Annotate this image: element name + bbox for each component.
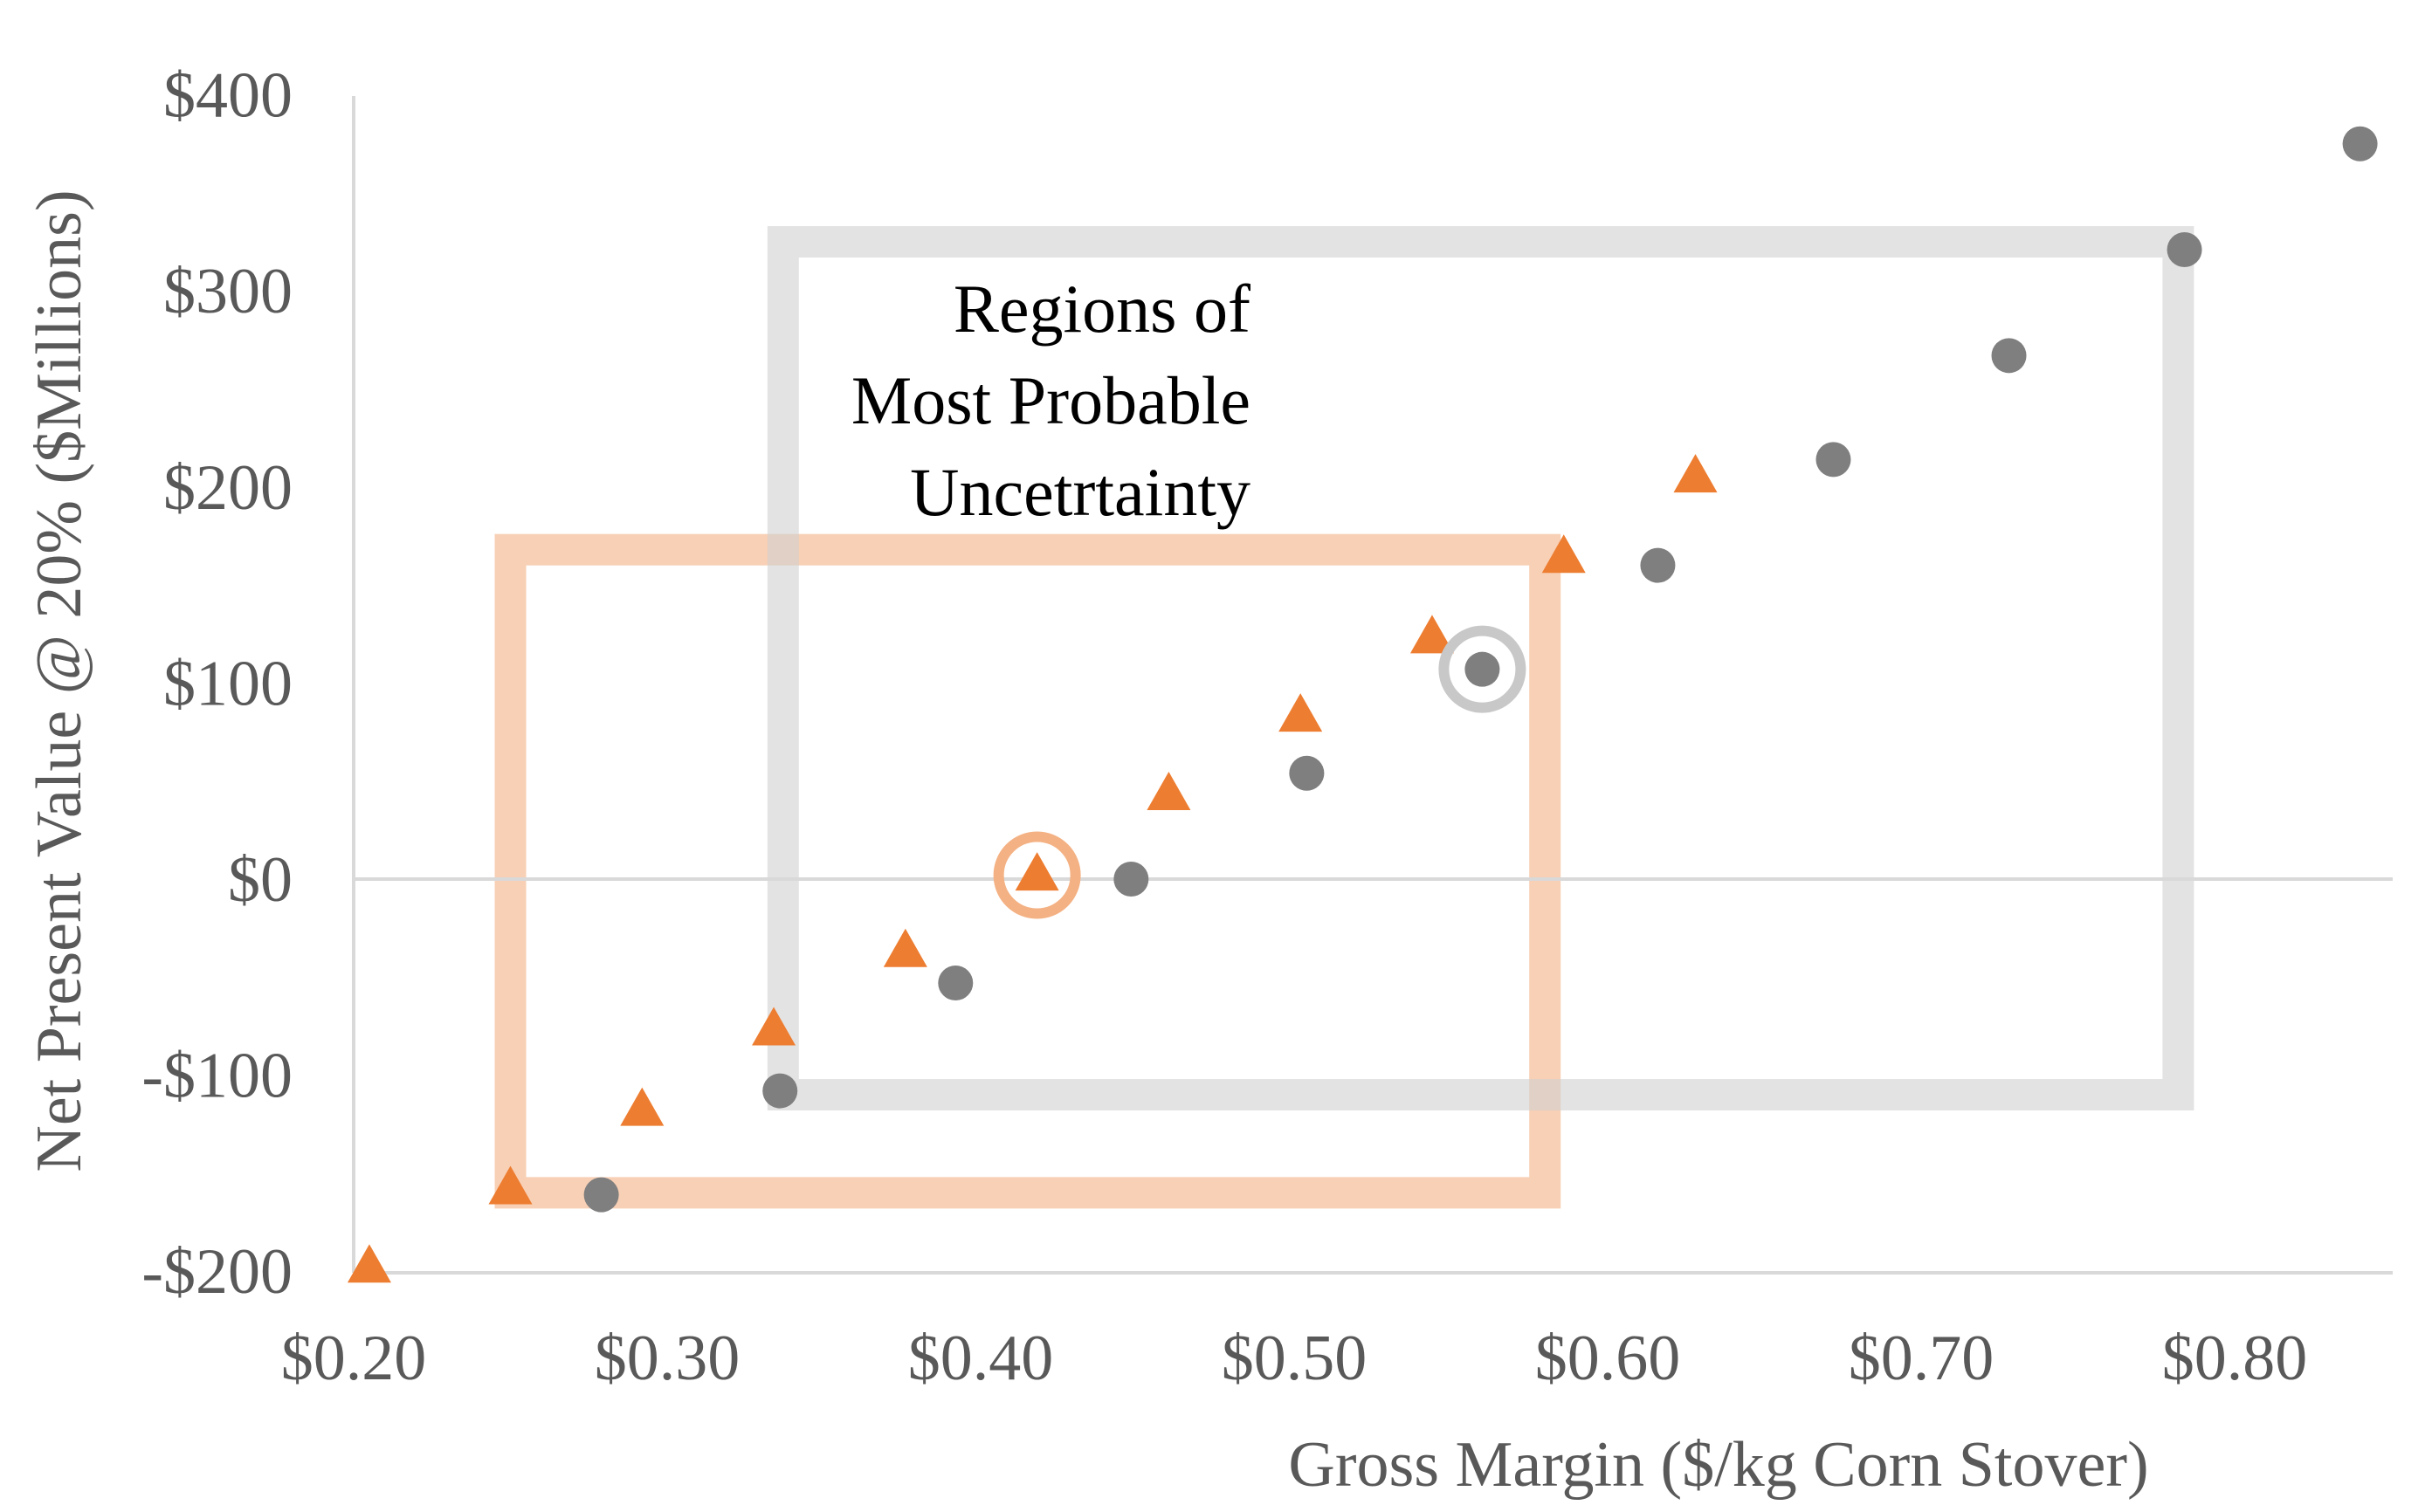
- highlight-rings: [993, 625, 1526, 919]
- triangle-point: [1541, 534, 1586, 574]
- region-annotation: Regions of Most Probable Uncetrtainty: [851, 271, 1250, 530]
- y-axis-title: Net Present Value @ 20% ($Millions): [24, 189, 95, 1172]
- x-tick-label: $0.70: [1849, 1323, 1995, 1394]
- circle-point: [1815, 442, 1851, 478]
- triangle-point: [752, 1007, 796, 1046]
- triangle-point: [1409, 615, 1454, 654]
- circle-point: [583, 1177, 619, 1213]
- x-axis-title: Gross Margin ($/kg Corn Stover): [1288, 1429, 2148, 1501]
- circle-point: [1640, 547, 1676, 583]
- triangle-point: [1278, 693, 1323, 732]
- y-tick-label: $0: [228, 844, 293, 916]
- triangle-point: [883, 928, 927, 967]
- triangle-point: [488, 1165, 533, 1205]
- x-tick-label: $0.80: [2162, 1323, 2308, 1394]
- y-tick-label: $100: [163, 648, 293, 719]
- x-tick-label: $0.30: [595, 1323, 741, 1394]
- y-tick-label: $400: [163, 60, 293, 132]
- circle-point: [938, 966, 974, 1001]
- uncertainty-region-1: [494, 533, 1561, 1209]
- circle-point: [1113, 862, 1149, 897]
- x-tick-label: $0.40: [908, 1323, 1054, 1394]
- y-tick-label: $300: [163, 256, 293, 327]
- uncertainty-region-2: [767, 226, 2194, 1111]
- data-series: [347, 126, 2378, 1283]
- circle-point: [2342, 126, 2378, 162]
- circle-point: [762, 1073, 798, 1109]
- triangle-point: [1147, 772, 1191, 811]
- y-tick-label: -$200: [141, 1236, 293, 1308]
- triangle-point: [1015, 852, 1059, 891]
- x-axis-tick-labels: $0.20 $0.30 $0.40 $0.50 $0.60 $0.70 $0.80: [281, 1323, 2308, 1394]
- series-2-circles: [583, 126, 2378, 1213]
- highlight-ring-1: [993, 831, 1081, 919]
- circle-point: [2167, 232, 2202, 268]
- triangle-point: [347, 1244, 391, 1283]
- circle-point: [1289, 755, 1325, 791]
- triangle-point: [1673, 454, 1718, 493]
- x-tick-label: $0.20: [281, 1323, 427, 1394]
- axes: [352, 96, 2393, 1275]
- x-tick-label: $0.50: [1222, 1323, 1368, 1394]
- circle-point: [1464, 651, 1500, 687]
- y-axis-tick-labels: $400 $300 $200 $100 $0 -$100 -$200: [141, 60, 293, 1309]
- circle-point: [1991, 338, 2027, 374]
- uncertainty-regions: [494, 226, 2194, 1209]
- y-tick-label: $200: [163, 452, 293, 524]
- highlight-ring-2: [1438, 625, 1526, 713]
- annotation-line: Uncetrtainty: [910, 454, 1250, 530]
- triangle-point: [620, 1087, 665, 1126]
- annotation-line: Most Probable: [851, 362, 1250, 438]
- series-1-triangles: [347, 454, 1718, 1283]
- y-tick-label: -$100: [141, 1041, 293, 1112]
- x-tick-label: $0.60: [1535, 1323, 1681, 1394]
- annotation-line: Regions of: [954, 271, 1250, 347]
